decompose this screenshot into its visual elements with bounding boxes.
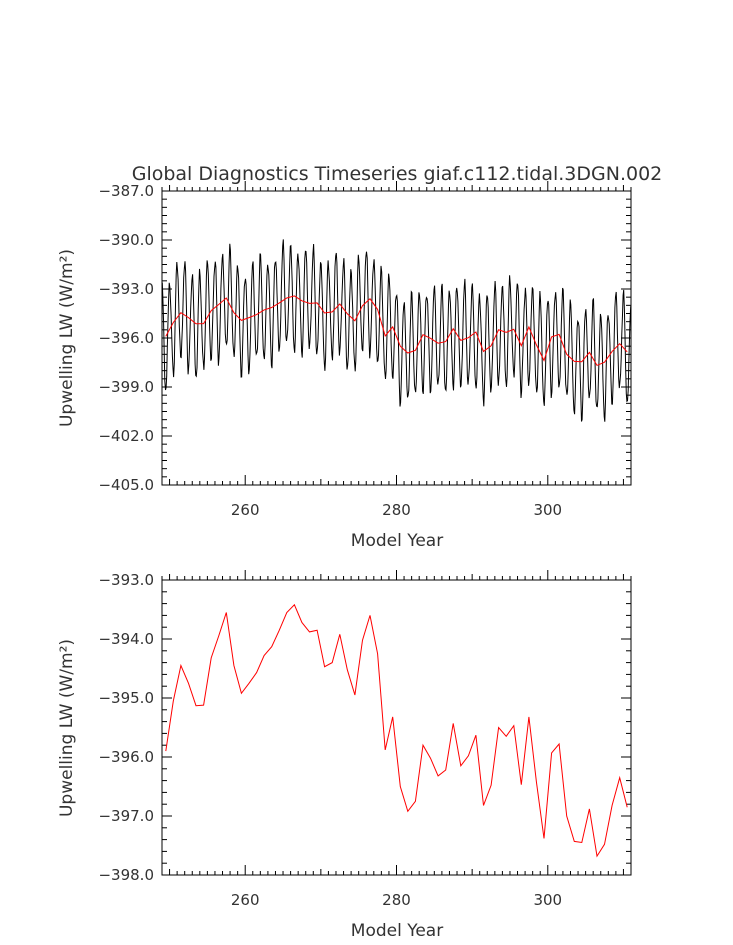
- top-plot-frame: [161, 190, 632, 486]
- x-tick-label: 280: [382, 501, 411, 519]
- top-x-tick-labels: 260 280 300: [231, 501, 562, 519]
- y-tick-label: −396.0: [98, 748, 154, 766]
- y-tick-label: −394.0: [98, 630, 154, 648]
- x-tick-label: 280: [382, 891, 411, 909]
- x-tick-label: 260: [231, 501, 260, 519]
- bottom-plot-frame: [161, 579, 632, 876]
- y-tick-label: −405.0: [98, 476, 154, 494]
- y-tick-label: −393.0: [98, 571, 154, 589]
- top-y-tick-labels: −387.0 −390.0 −393.0 −396.0 −399.0 −402.0 −405…: [98, 182, 154, 494]
- chart-title: Global Diagnostics Timeseries giaf.c112.…: [132, 163, 663, 185]
- series-line-annual-mean: [165, 295, 628, 367]
- y-tick-label: −397.0: [98, 807, 154, 825]
- y-tick-label: −399.0: [98, 378, 154, 396]
- bottom-series-layer: [165, 603, 628, 858]
- x-tick-label: 300: [533, 501, 562, 519]
- y-tick-label: −393.0: [98, 280, 154, 298]
- bottom-tick-marks: [161, 570, 632, 876]
- x-tick-label: 300: [533, 891, 562, 909]
- series-line-monthly-mean: [161, 239, 632, 422]
- top-x-axis-label: Model Year: [351, 531, 443, 551]
- y-tick-label: −390.0: [98, 231, 154, 249]
- y-tick-label: −398.0: [98, 866, 154, 884]
- x-tick-label: 260: [231, 891, 260, 909]
- bottom-x-tick-labels: 260 280 300: [231, 891, 562, 909]
- y-tick-label: −402.0: [98, 427, 154, 445]
- bottom-y-axis-label: Upwelling LW (W/m²): [57, 639, 77, 817]
- y-tick-label: −395.0: [98, 689, 154, 707]
- top-series-layer: [161, 239, 632, 422]
- bottom-y-tick-labels: −393.0 −394.0 −395.0 −396.0 −397.0 −398.0: [98, 571, 154, 884]
- top-tick-marks: [161, 181, 632, 486]
- bottom-x-axis-label: Model Year: [351, 921, 443, 941]
- top-chart-panel: Global Diagnostics Timeseries giaf.c112.…: [57, 163, 662, 551]
- y-tick-label: −387.0: [98, 182, 154, 200]
- series-line-annual-mean: [165, 603, 628, 858]
- bottom-chart-panel: 260 280 300 −393.0 −394.0 −395.0 −396.0 −397.0…: [57, 570, 632, 941]
- y-tick-label: −396.0: [98, 329, 154, 347]
- top-y-axis-label: Upwelling LW (W/m²): [57, 249, 77, 427]
